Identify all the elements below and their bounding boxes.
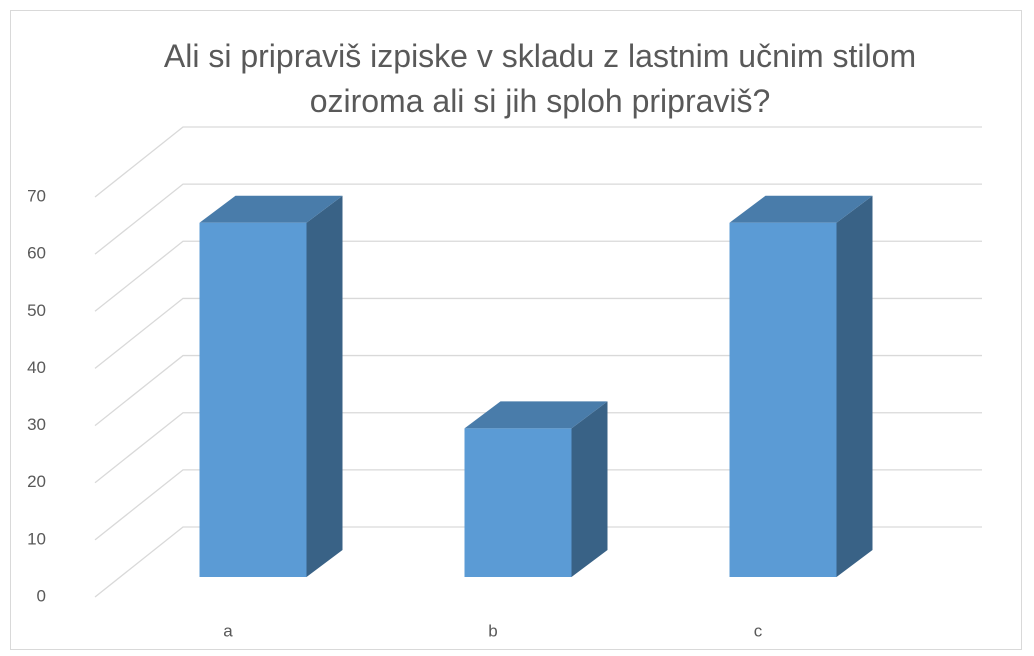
x-tick-label: c (754, 621, 763, 640)
y-tick-label: 10 (27, 529, 46, 548)
grid-line (94, 126, 982, 198)
chart-frame (10, 10, 1022, 650)
grid-line (94, 240, 982, 312)
y-tick-label: 50 (27, 301, 46, 320)
x-tick-label: a (223, 621, 233, 640)
bar-top (464, 401, 608, 429)
bar (729, 222, 837, 577)
grid-line (94, 354, 982, 427)
grid-line (94, 183, 982, 255)
y-tick-label: 20 (27, 472, 46, 491)
bar-side (306, 195, 343, 577)
y-tick-label: 40 (27, 358, 46, 377)
grid-line (94, 412, 982, 484)
grid-line (94, 469, 982, 541)
y-tick-label: 0 (37, 586, 46, 605)
grid-line (94, 297, 982, 369)
bar (464, 428, 572, 577)
bar-side (836, 195, 873, 577)
grid-line (94, 526, 982, 598)
bar-top (199, 195, 343, 223)
bar-top (729, 195, 873, 223)
bar-side (571, 401, 608, 577)
y-tick-label: 30 (27, 415, 46, 434)
y-tick-label: 60 (27, 244, 46, 263)
x-tick-label: b (488, 621, 497, 640)
y-tick-label: 70 (27, 186, 46, 205)
chart-title: Ali si pripraviš izpiske v skladu z last… (163, 38, 917, 119)
bar (199, 222, 307, 577)
